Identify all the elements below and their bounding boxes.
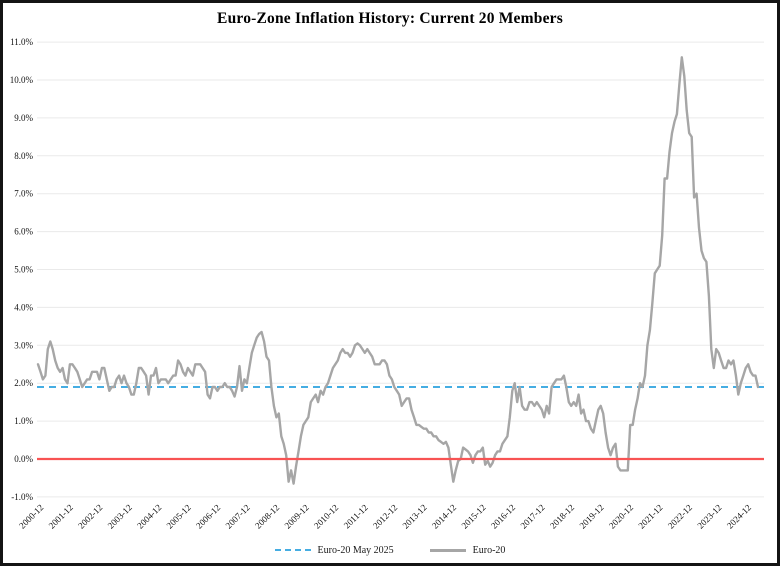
y-axis-tick-label: 6.0% [14, 227, 33, 237]
x-axis-tick-label: 2008-12 [253, 502, 281, 530]
y-axis-tick-label: 1.0% [14, 416, 33, 426]
x-axis-tick-label: 2023-12 [695, 502, 723, 530]
x-axis-tick-label: 2000-12 [17, 502, 45, 530]
x-axis-tick-label: 2016-12 [489, 502, 517, 530]
legend-item-euro20: Euro-20 [429, 544, 506, 556]
y-axis-tick-label: 7.0% [14, 189, 33, 199]
x-axis-tick-label: 2022-12 [666, 502, 694, 530]
euro20-series-line [36, 56, 760, 485]
legend-label: Euro-20 [472, 544, 506, 556]
y-axis-tick-label: 5.0% [14, 265, 33, 275]
x-axis-tick-label: 2007-12 [224, 502, 252, 530]
x-axis-tick-label: 2005-12 [165, 502, 193, 530]
chart-title: Euro-Zone Inflation History: Current 20 … [217, 10, 563, 27]
y-axis-tick-label: 4.0% [14, 302, 33, 312]
x-axis-tick-label: 2020-12 [607, 502, 635, 530]
y-axis-tick-label: -1.0% [11, 492, 33, 502]
x-axis-tick-label: 2012-12 [371, 502, 399, 530]
y-axis-tick-label: 9.0% [14, 113, 33, 123]
x-axis-tick-label: 2014-12 [430, 502, 458, 530]
x-axis-tick-label: 2004-12 [135, 502, 163, 530]
x-axis-tick-label: 2019-12 [577, 502, 605, 530]
legend-solid-line-sample [429, 548, 466, 552]
x-axis-tick-label: 2006-12 [194, 502, 222, 530]
x-axis-tick-label: 2003-12 [106, 502, 134, 530]
y-axis-tick-label: 10.0% [10, 75, 34, 85]
legend-dashed-line-sample [274, 549, 311, 551]
y-axis-tick-label: 2.0% [14, 378, 33, 388]
x-axis-tick-label: 2013-12 [400, 502, 428, 530]
x-axis-tick-label: 2024-12 [725, 502, 753, 530]
x-axis-tick-label: 2015-12 [459, 502, 487, 530]
chart-legend: Euro-20 May 2025 Euro-20 [3, 540, 777, 560]
x-axis-tick-label: 2011-12 [342, 502, 370, 530]
x-axis-tick-label: 2001-12 [47, 502, 75, 530]
legend-item-euro20-may2025: Euro-20 May 2025 [274, 544, 394, 556]
y-axis-tick-label: 11.0% [10, 37, 33, 47]
x-axis-tick-label: 2002-12 [76, 502, 104, 530]
legend-label: Euro-20 May 2025 [317, 544, 394, 556]
y-axis-tick-label: 8.0% [14, 151, 33, 161]
x-axis-tick-label: 2010-12 [312, 502, 340, 530]
x-axis-tick-label: 2009-12 [283, 502, 311, 530]
x-axis-tick-label: 2017-12 [518, 502, 546, 530]
y-axis-tick-label: 3.0% [14, 340, 33, 350]
x-axis-tick-label: 2021-12 [636, 502, 664, 530]
y-axis-tick-label: 0.0% [14, 454, 33, 464]
x-axis-tick-label: 2018-12 [548, 502, 576, 530]
inflation-line-chart: 11.0% 10.0% 9.0% 8.0% 7.0% 6.0% 5.0% 4.0% 3.0% 2.… [10, 37, 764, 531]
